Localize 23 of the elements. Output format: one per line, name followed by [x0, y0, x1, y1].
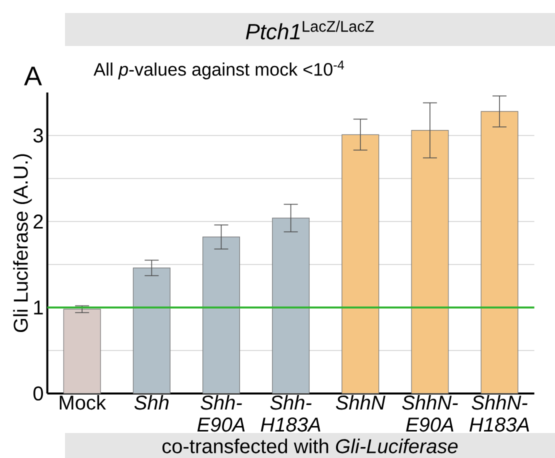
bar — [132, 268, 170, 394]
y-tick-label: 2 — [34, 214, 43, 228]
x-tick-label: Shh — [134, 395, 169, 410]
chart-subtitle: All p-values against mock <10$^{-4}$ — [94, 60, 344, 80]
chart-title: Ptch1$^{LacZ/LacZ}$ — [246, 20, 374, 40]
text: A — [24, 66, 42, 86]
x-tick-label: Shh-E90A — [197, 395, 245, 432]
bar — [342, 134, 380, 394]
bar — [272, 218, 310, 394]
bar — [411, 130, 449, 394]
y-tick-label: 3 — [33, 128, 43, 143]
x-tick-label: Shh-H183A — [260, 395, 320, 432]
y-tick-label: 1 — [34, 300, 43, 314]
y-tick-label: 0 — [33, 386, 43, 401]
bar — [63, 308, 101, 394]
x-tick-label: ShhN — [336, 395, 386, 410]
x-tick-label: Mock — [60, 395, 106, 410]
bar — [202, 236, 240, 394]
x-axis-title: co-transfected with Gli-Luciferase — [162, 438, 458, 454]
x-tick-label: ShhN-E90A — [402, 395, 458, 432]
bar — [480, 111, 518, 394]
x-tick-label: ShhN-H183A — [470, 395, 529, 432]
y-axis-title: Gli Luciferase (A.U.) — [13, 154, 32, 332]
